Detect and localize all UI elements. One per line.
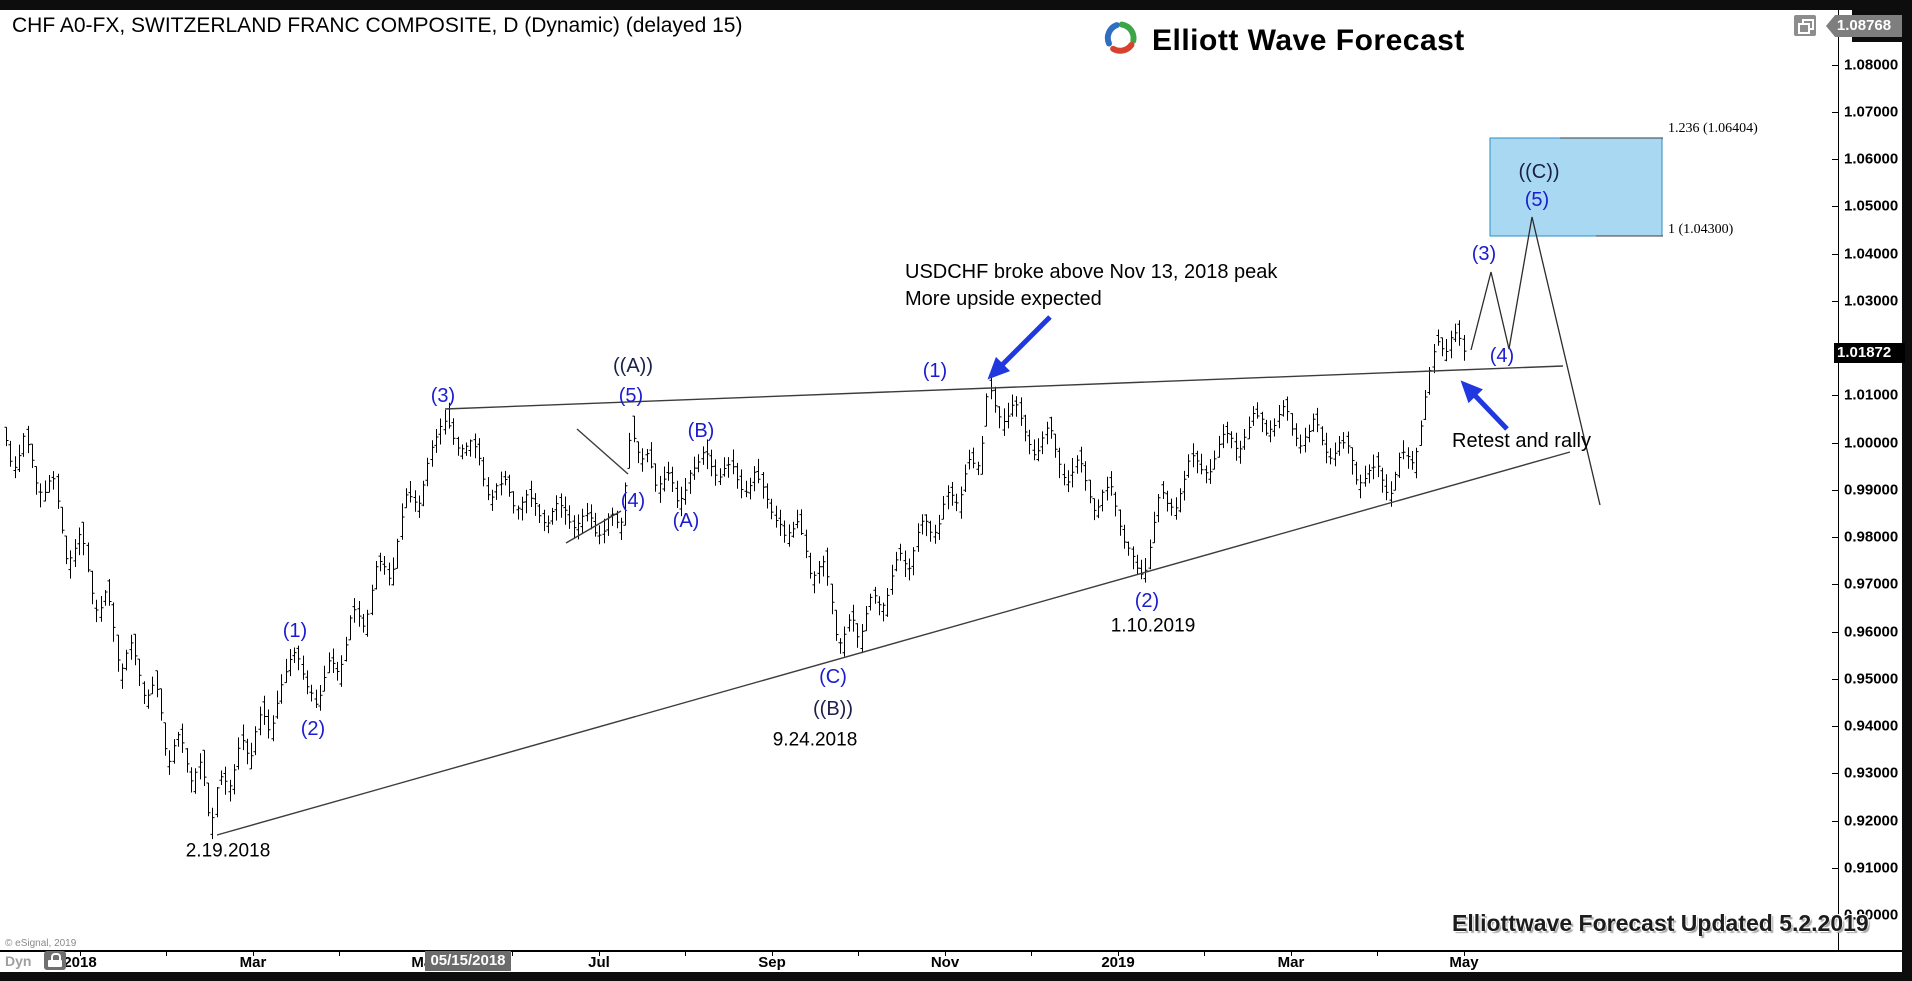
time-axis-tick (1118, 950, 1119, 956)
price-axis-tick (1832, 301, 1839, 302)
time-axis-tick (945, 950, 946, 956)
price-axis-tick (1832, 159, 1839, 160)
price-axis-label: 0.98000 (1844, 528, 1899, 546)
window-right-bar (1902, 0, 1912, 981)
retest-arrow (1460, 380, 1509, 431)
price-axis-label: 0.97000 (1844, 575, 1899, 593)
price-bars (6, 320, 1465, 840)
time-axis-tick (339, 950, 340, 956)
price-axis-tick (1832, 773, 1839, 774)
time-axis-label: Nov (930, 954, 960, 971)
price-axis-tick (1832, 868, 1839, 869)
price-axis-label: 0.99000 (1844, 481, 1899, 499)
time-axis-line (0, 950, 1902, 952)
price-bar-close-ticks (6, 332, 1467, 819)
lower-trendline (216, 451, 1571, 836)
time-axis-tick (1464, 950, 1465, 956)
price-axis-label: 1.04000 (1844, 245, 1899, 263)
price-axis-tick (1832, 584, 1839, 585)
last-price-badge: 1.01872 (1834, 343, 1905, 363)
brand-logo-text: Elliott Wave Forecast (1152, 23, 1465, 57)
price-axis-label: 1.06000 (1844, 150, 1899, 168)
price-axis-tick (1832, 65, 1839, 66)
time-axis-tick (166, 950, 167, 956)
price-axis-tick (1832, 821, 1839, 822)
price-axis-tick (1832, 537, 1839, 538)
price-axis-label: 1.07000 (1844, 103, 1899, 121)
price-axis-label: 0.90000 (1844, 906, 1899, 924)
dyn-mode-label: Dyn (5, 953, 32, 969)
price-axis-tick (1832, 490, 1839, 491)
price-axis-tick (1832, 206, 1839, 207)
time-axis-tick (1377, 950, 1378, 956)
price-axis-tick (1832, 679, 1839, 680)
price-axis-label: 1.01000 (1844, 386, 1899, 404)
price-axis-label: 1.03000 (1844, 292, 1899, 310)
time-axis-label: Jul (588, 954, 610, 971)
window-top-bar (0, 0, 1912, 10)
time-axis-tick (1031, 950, 1032, 956)
price-axis-tick (1832, 112, 1839, 113)
price-axis-label: 1.08000 (1844, 56, 1899, 74)
time-axis-tick (253, 950, 254, 956)
time-axis-tick (858, 950, 859, 956)
restore-window-button[interactable] (1794, 15, 1816, 36)
scale-top-price-badge: 1.08768 (1826, 15, 1902, 37)
time-axis-label: 2019 (1101, 954, 1135, 971)
price-axis-tick (1832, 632, 1839, 633)
breakout-arrow (987, 315, 1052, 380)
lock-icon[interactable] (44, 951, 66, 970)
price-axis-tick (1832, 395, 1839, 396)
price-axis-label: 0.92000 (1844, 812, 1899, 830)
chart-title: CHF A0-FX, SWITZERLAND FRANC COMPOSITE, … (12, 14, 743, 37)
minor-trendline (576, 428, 629, 475)
time-axis-label: Mar (239, 954, 267, 971)
price-axis-tick (1832, 726, 1839, 727)
selected-date-box: 05/15/2018 (425, 951, 511, 971)
time-axis-tick (685, 950, 686, 956)
price-axis-label: 0.91000 (1844, 859, 1899, 877)
brand-logo: Elliott Wave Forecast (1098, 16, 1465, 65)
time-axis-tick (512, 950, 513, 956)
minor-trendline (565, 510, 622, 544)
time-axis-label: May (1449, 954, 1479, 971)
time-axis-tick (1291, 950, 1292, 956)
price-axis-label: 0.93000 (1844, 764, 1899, 782)
forecast-path (1470, 216, 1601, 506)
time-axis-label: 2018 (63, 954, 97, 971)
price-axis-label: 1.05000 (1844, 197, 1899, 215)
price-axis-tick (1832, 254, 1839, 255)
price-axis-label: 1.00000 (1844, 434, 1899, 452)
time-axis-label: Mar (1277, 954, 1305, 971)
price-axis-label: 0.94000 (1844, 717, 1899, 735)
time-axis-tick (1204, 950, 1205, 956)
upper-trendline (444, 365, 1564, 410)
price-axis-label: 0.95000 (1844, 670, 1899, 688)
forecast-update-watermark: Elliottwave Forecast Updated 5.2.2019 (1452, 910, 1869, 936)
esignal-copyright: © eSignal, 2019 (5, 938, 77, 949)
time-axis-tick (772, 950, 773, 956)
time-axis-label: Sep (758, 954, 786, 971)
elliott-wave-swirl-icon (1098, 16, 1142, 65)
time-axis-tick (80, 950, 81, 956)
target-box (1489, 137, 1663, 237)
time-axis-tick (599, 950, 600, 956)
price-axis-line (1838, 10, 1839, 951)
price-axis-tick (1832, 443, 1839, 444)
price-axis-label: 0.96000 (1844, 623, 1899, 641)
price-axis-tick (1832, 915, 1839, 916)
window-bottom-bar (0, 972, 1912, 981)
price-bar-open-ticks (4, 323, 1465, 835)
